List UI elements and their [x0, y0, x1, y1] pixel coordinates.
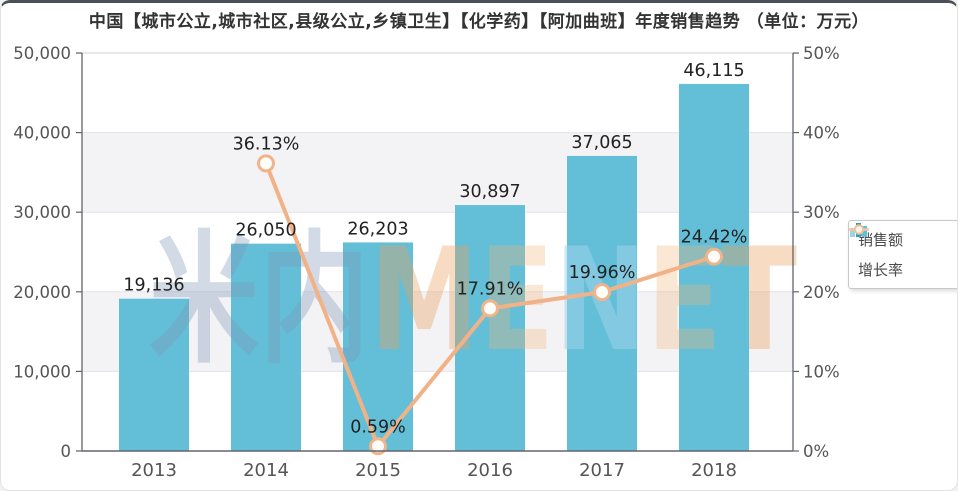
x-axis-label: 2013: [131, 460, 177, 481]
y-axis-label: 10,000: [13, 362, 71, 381]
y-axis-label: 50,000: [13, 44, 71, 63]
pct-axis-label: 0%: [803, 442, 829, 461]
bar-value-label: 30,897: [459, 182, 520, 202]
bar-value-label: 26,203: [347, 219, 408, 239]
y-axis-label: 0: [61, 442, 72, 461]
line-value-label: 36.13%: [233, 134, 300, 154]
bar-2014: [231, 243, 301, 451]
bar-value-label: 46,115: [683, 61, 744, 81]
line-value-label: 19.96%: [569, 263, 636, 283]
legend-item-sales[interactable]: 销售额: [850, 223, 950, 250]
x-axis-label: 2016: [467, 460, 513, 481]
line-marker-2018: [705, 247, 723, 266]
legend: 销售额 增长率: [848, 220, 957, 289]
x-axis-label: 2014: [243, 460, 289, 481]
legend-item-growth[interactable]: 增长率: [849, 224, 950, 280]
plot-band: [82, 291, 793, 372]
legend-label-growth: 增长率: [858, 261, 904, 279]
bar-2017: [567, 155, 637, 452]
pct-axis-label: 50%: [803, 44, 840, 63]
legend-label-sales: 销售额: [858, 231, 904, 249]
bar-2016: [455, 205, 525, 451]
bar-2018: [679, 83, 749, 452]
line-marker-2017: [593, 283, 611, 302]
bar-value-label: 37,065: [571, 133, 632, 153]
y-axis-label: 20,000: [13, 283, 71, 302]
chart-title: 中国【城市公立,城市社区,县级公立,乡镇卫生】【化学药】【阿加曲班】年度销售趋势…: [88, 12, 870, 32]
pct-axis-label: 20%: [803, 283, 840, 302]
bar-value-label: 19,136: [123, 276, 184, 296]
chart-canvas: 米内MENET 0 10,000 20,000 30,000 40,000 50,000 0%…: [13, 44, 840, 481]
line-value-label: 24.42%: [681, 228, 748, 248]
pct-axis-label: 40%: [803, 124, 840, 143]
line-marker-2016: [481, 299, 499, 318]
pct-axis-label: 30%: [803, 203, 840, 222]
pct-axis-label: 10%: [803, 362, 840, 381]
watermark: 米内MENET: [149, 218, 797, 383]
x-axis-label: 2017: [579, 460, 625, 481]
line-marker-2015: [369, 437, 387, 456]
line-value-label: 0.59%: [350, 417, 406, 437]
line-value-label: 17.91%: [457, 279, 524, 299]
plot-band: [82, 132, 793, 213]
bar-2013: [119, 298, 189, 451]
x-axis-label: 2018: [691, 460, 737, 481]
line-series-icon: [849, 224, 869, 235]
y-axis-label: 30,000: [13, 203, 71, 222]
line-marker-2014: [257, 154, 275, 173]
bar-value-label: 26,050: [235, 221, 296, 241]
y-axis-label: 40,000: [13, 124, 71, 143]
x-axis-label: 2015: [355, 460, 401, 481]
